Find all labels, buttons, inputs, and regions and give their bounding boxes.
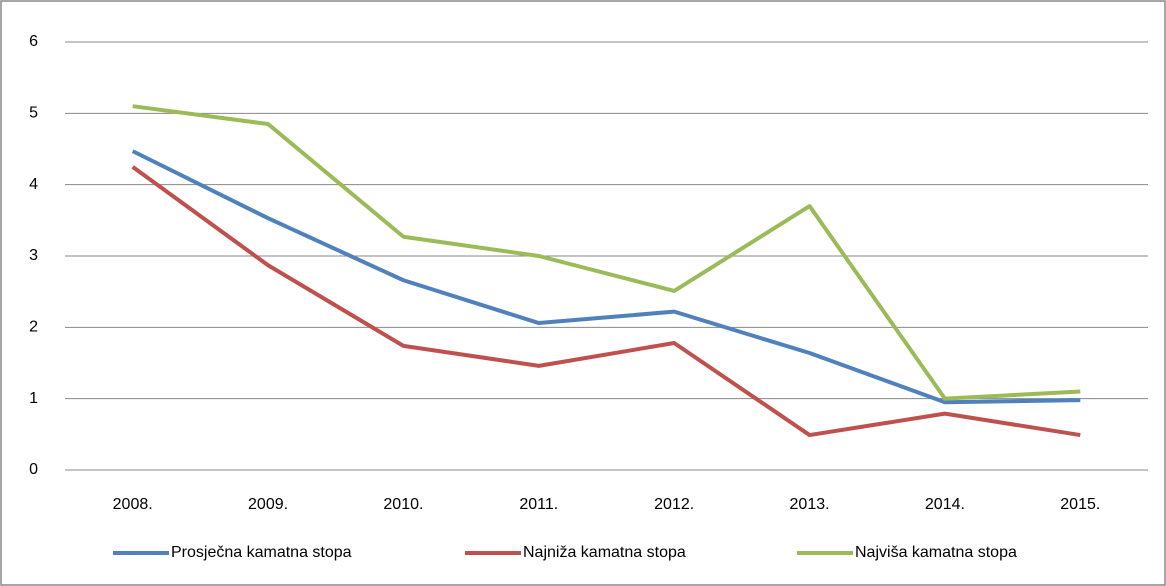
y-tick-label: 0 [29,461,38,478]
series-line [131,149,1081,405]
series-line [131,165,1081,438]
legend-label: Najviša kamatna stopa [855,544,1017,561]
y-tick-label: 2 [29,319,38,336]
x-tick-label: 2013. [790,496,830,513]
x-tick-label: 2009. [248,496,288,513]
x-tick-label: 2010. [383,496,423,513]
x-tick-label: 2012. [654,496,694,513]
y-tick-label: 1 [29,390,38,407]
x-tick-label: 2011. [519,496,558,513]
x-tick-label: 2014. [925,496,965,513]
legend-label: Najniža kamatna stopa [523,544,686,561]
y-tick-label: 6 [29,33,38,50]
y-tick-label: 4 [29,176,38,193]
series-line [132,104,1081,401]
y-tick-label: 5 [29,105,38,122]
y-tick-label: 3 [29,247,38,264]
legend-label: Prosječna kamatna stopa [171,544,352,561]
x-tick-label: 2008. [113,496,153,513]
x-tick-label: 2015. [1060,496,1100,513]
